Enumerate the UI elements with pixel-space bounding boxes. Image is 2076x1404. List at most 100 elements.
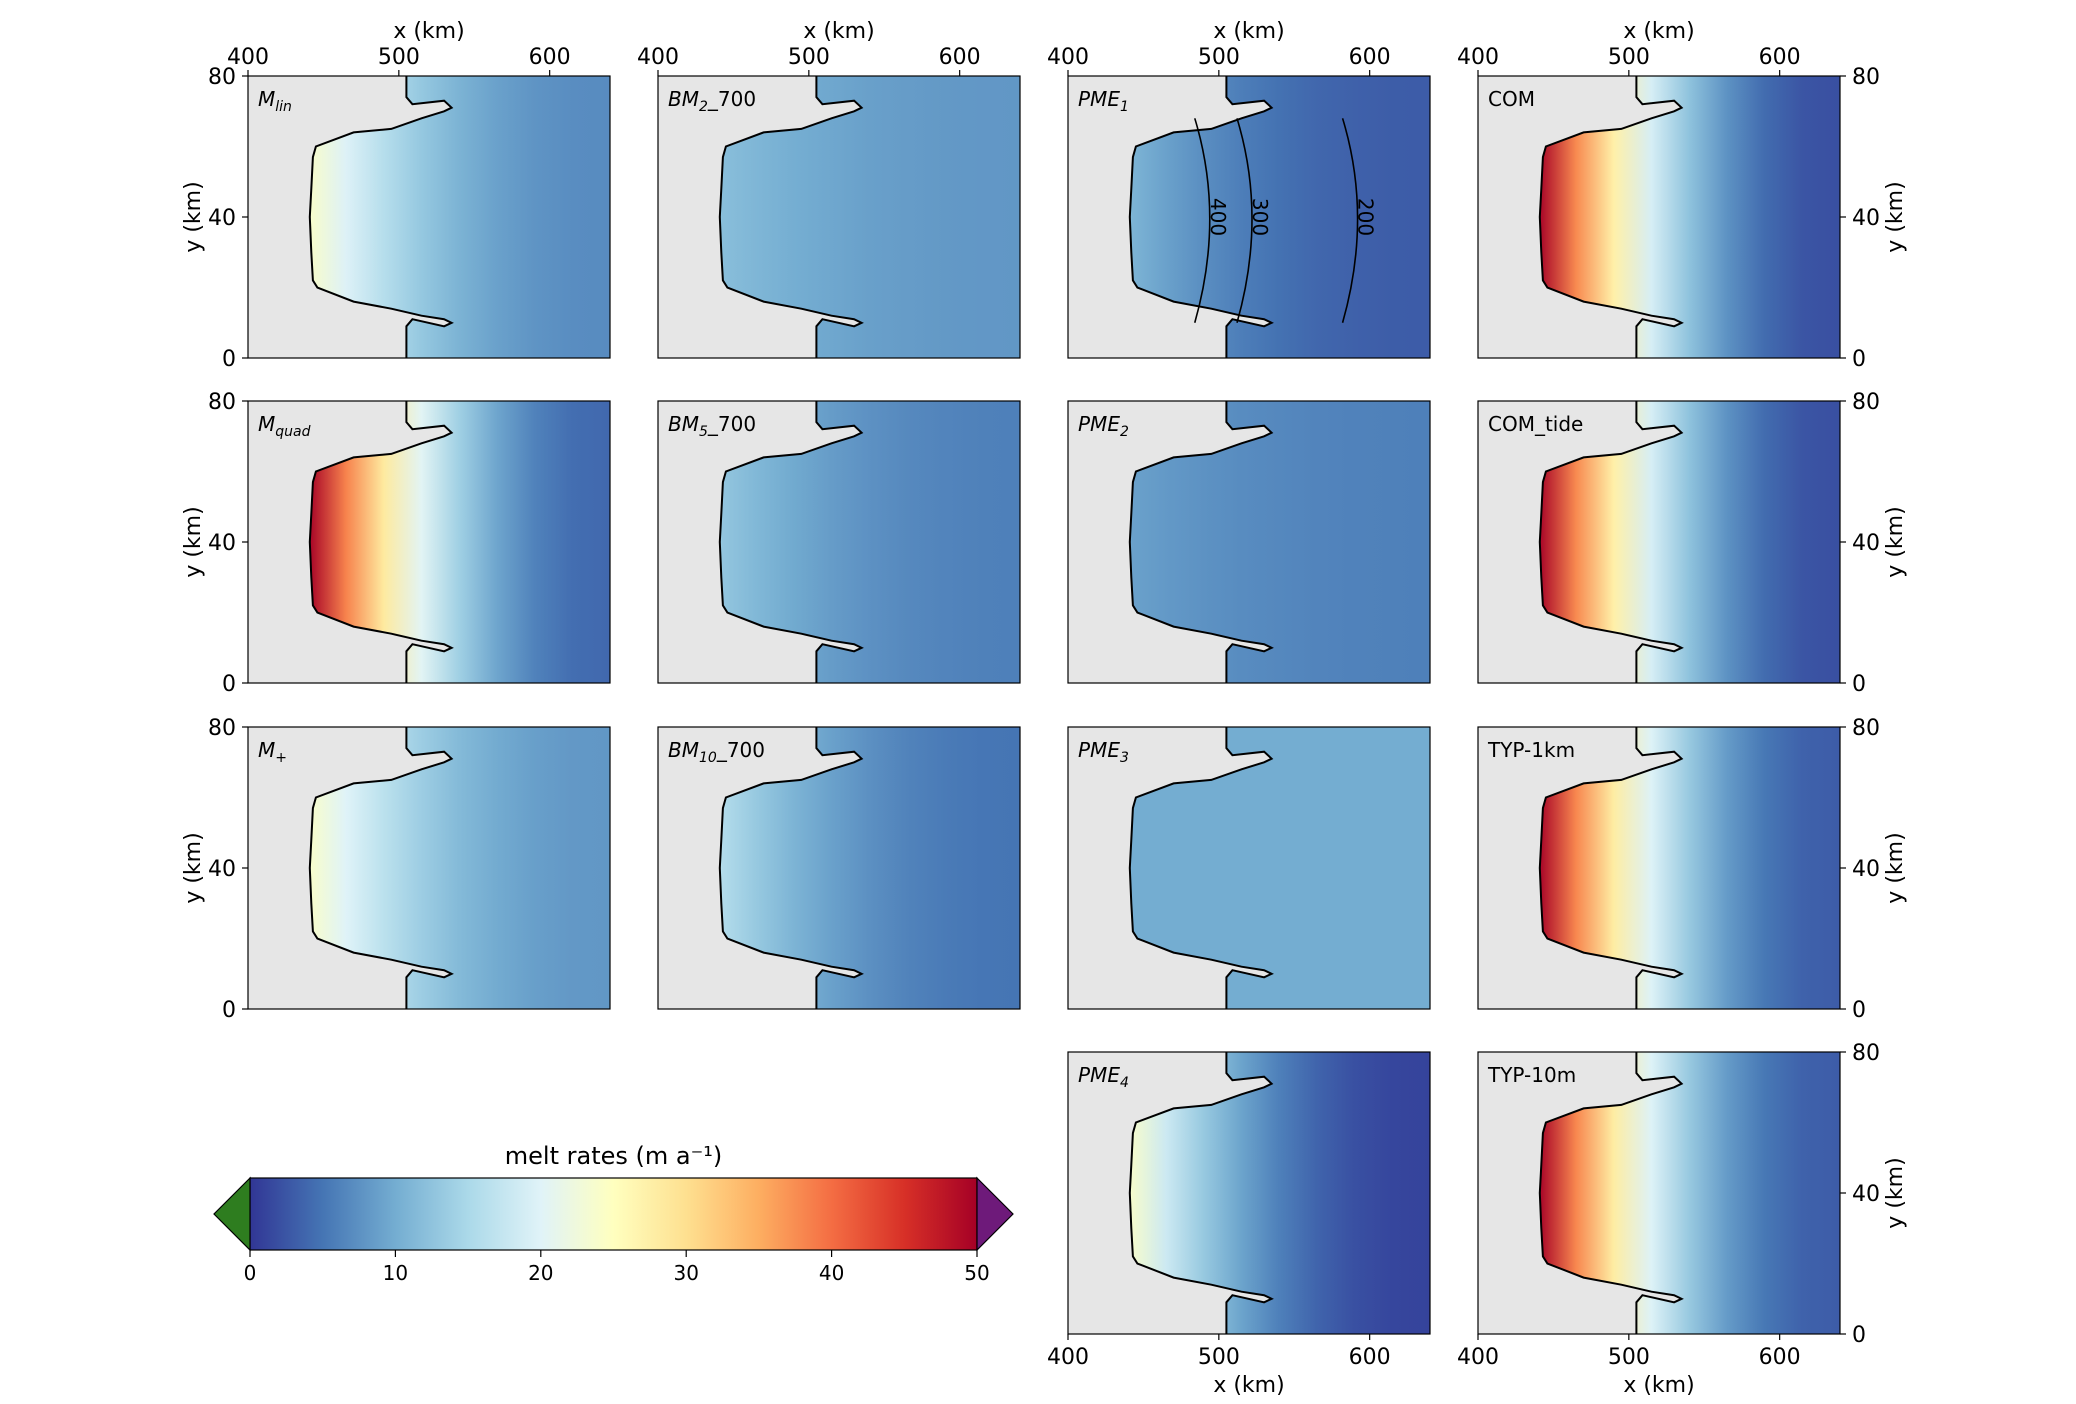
- y-tick-label: 80: [1852, 716, 1880, 741]
- grounded-ice: [248, 727, 452, 1009]
- colorbar-tick-label: 0: [244, 1261, 257, 1285]
- panel-bm2: BM2_700 400 500 600 x (km): [637, 19, 1021, 359]
- panel-label: BM10_700: [668, 738, 765, 766]
- panel-lin: Mlin 400 500 600 x (km) 0 40 80 y (km): [181, 19, 611, 372]
- x-axis-label: x (km): [1213, 1373, 1284, 1398]
- panel-frame: [1067, 75, 1431, 359]
- y-tick-label: 80: [1852, 390, 1880, 415]
- panel-label: PME1: [1078, 87, 1129, 115]
- panel-plus: M+ 0 40 80 y (km): [181, 716, 611, 1023]
- x-axis-label: x (km): [1213, 19, 1284, 44]
- x-axis-label: x (km): [1623, 1373, 1694, 1398]
- panel-comtide: COM_tide 0 40 80 y (km): [1477, 390, 1908, 697]
- panel-pme3: PME3: [1067, 726, 1431, 1010]
- grounded-ice: [1068, 1052, 1272, 1334]
- grounded-ice: [658, 76, 862, 358]
- panel-label: TYP-1km: [1487, 738, 1575, 762]
- panel-pme2: PME2: [1067, 400, 1431, 684]
- panel-frame: [1067, 1051, 1431, 1335]
- x-tick-label: 400: [637, 45, 679, 70]
- y-tick-label: 0: [222, 672, 236, 697]
- grounding-line: [1538, 76, 1684, 358]
- y-tick-label: 40: [1852, 531, 1880, 556]
- grounding-line: [308, 76, 454, 358]
- x-tick-label: 500: [1608, 1345, 1650, 1370]
- panel-pme4: PME4 400 500 600 x (km): [1047, 1051, 1431, 1398]
- x-tick-label: 600: [939, 45, 981, 70]
- panel-label: COM: [1488, 87, 1535, 111]
- grounding-line: [1538, 1052, 1684, 1334]
- panel-label: COM_tide: [1488, 412, 1583, 436]
- y-tick-label: 0: [1852, 347, 1866, 372]
- y-tick-label: 0: [222, 998, 236, 1023]
- grounding-line: [1128, 76, 1274, 358]
- panel-label: M+: [258, 738, 287, 766]
- colorbar-tick-label: 20: [528, 1261, 553, 1285]
- colorbar-label: melt rates (m a⁻¹): [505, 1142, 722, 1170]
- x-tick-label: 600: [529, 45, 571, 70]
- y-axis-label: y (km): [181, 181, 206, 252]
- grounded-ice: [1478, 727, 1682, 1009]
- panel-frame: [657, 400, 1021, 684]
- x-axis-label: x (km): [1623, 19, 1694, 44]
- contour-label: 200: [1354, 198, 1378, 236]
- y-tick-label: 40: [208, 857, 236, 882]
- y-tick-label: 40: [1852, 1182, 1880, 1207]
- x-tick-label: 600: [1759, 45, 1801, 70]
- grounding-line: [308, 727, 454, 1009]
- panel-frame: [657, 75, 1021, 359]
- grounded-ice: [248, 401, 452, 683]
- y-axis-label: y (km): [1883, 832, 1908, 903]
- x-tick-label: 500: [1198, 1345, 1240, 1370]
- panel-com: COM 400 500 600 x (km) 0 40 80 y (km): [1457, 19, 1908, 372]
- y-axis-label: y (km): [1883, 1157, 1908, 1228]
- grounding-line: [1128, 727, 1274, 1009]
- y-tick-label: 80: [1852, 1041, 1880, 1066]
- x-tick-label: 500: [1198, 45, 1240, 70]
- x-tick-label: 600: [1349, 45, 1391, 70]
- grounded-ice: [1068, 76, 1272, 358]
- panel-label: TYP-10m: [1487, 1063, 1576, 1087]
- x-tick-label: 400: [1457, 45, 1499, 70]
- grounding-line: [308, 401, 454, 683]
- x-axis-label: x (km): [803, 19, 874, 44]
- panel-bm10: BM10_700: [657, 726, 1021, 1010]
- colorbar-under-extension: [213, 1176, 251, 1252]
- colorbar-tick-label: 30: [673, 1261, 698, 1285]
- y-tick-label: 80: [1852, 65, 1880, 90]
- y-axis-label: y (km): [181, 506, 206, 577]
- x-tick-label: 400: [1047, 45, 1089, 70]
- colorbar: melt rates (m a⁻¹) 0 10 20 30 40 50: [213, 1142, 1014, 1285]
- y-axis-label: y (km): [1883, 506, 1908, 577]
- x-tick-label: 600: [1759, 1345, 1801, 1370]
- panel-label: Mquad: [258, 412, 311, 440]
- y-tick-label: 40: [1852, 206, 1880, 231]
- panel-label: PME3: [1078, 738, 1129, 766]
- panel-frame: [1067, 726, 1431, 1010]
- contour-label: 300: [1248, 198, 1272, 236]
- grounded-ice: [1478, 76, 1682, 358]
- panel-quad: Mquad 0 40 80 y (km): [181, 390, 611, 697]
- panel-label: BM5_700: [668, 412, 756, 440]
- x-tick-label: 400: [227, 45, 269, 70]
- grounded-ice: [1068, 401, 1272, 683]
- grounded-ice: [1478, 401, 1682, 683]
- grounded-ice: [1068, 727, 1272, 1009]
- y-tick-label: 40: [1852, 857, 1880, 882]
- contour-label: 400: [1206, 198, 1230, 236]
- x-tick-label: 400: [1047, 1345, 1089, 1370]
- y-tick-label: 0: [222, 347, 236, 372]
- x-axis-label: x (km): [393, 19, 464, 44]
- contour-300: [1236, 118, 1253, 323]
- y-tick-label: 80: [208, 716, 236, 741]
- colorbar-gradient: [249, 1177, 978, 1251]
- panel-label: PME2: [1078, 412, 1129, 440]
- x-tick-label: 600: [1349, 1345, 1391, 1370]
- grounding-line: [718, 401, 864, 683]
- x-tick-label: 500: [788, 45, 830, 70]
- panel-pme1: PME1 400 300 200 400 500 600 x (km): [1047, 19, 1431, 359]
- panel-frame: [657, 726, 1021, 1010]
- grounding-line: [1538, 401, 1684, 683]
